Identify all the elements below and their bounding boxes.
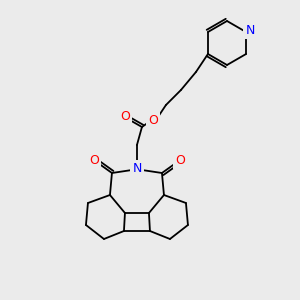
Text: N: N — [132, 161, 142, 175]
Text: O: O — [89, 154, 99, 167]
Text: N: N — [245, 25, 255, 38]
Text: O: O — [175, 154, 185, 167]
Text: O: O — [148, 113, 158, 127]
Text: O: O — [120, 110, 130, 122]
